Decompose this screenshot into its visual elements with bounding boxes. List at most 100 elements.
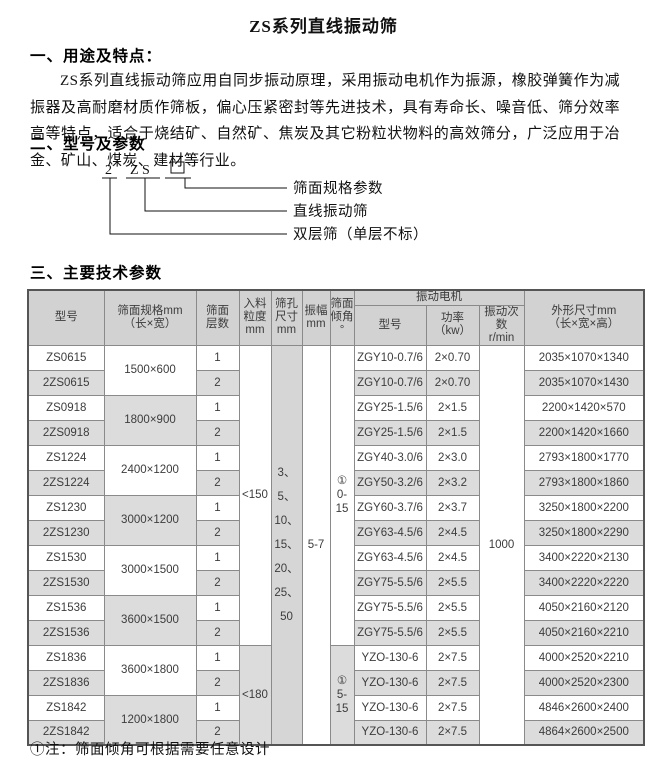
cell-screen-size: 1200×1800 bbox=[103, 694, 197, 746]
table-row: 2ZS1530 2 ZGY75-5.5/6 2×5.5 3400×2220×22… bbox=[27, 569, 645, 596]
cell-frequency: 1000 bbox=[478, 344, 525, 746]
cell-layers: 2 bbox=[195, 619, 240, 646]
cell-model: ZS0918 bbox=[27, 394, 105, 421]
cell-motor-power: 2×7.5 bbox=[425, 669, 480, 696]
table-row: 2ZS1230 2 ZGY63-4.5/6 2×4.5 3250×1800×22… bbox=[27, 519, 645, 546]
section1-paragraph: ZS系列直线振动筛应用自同步振动原理，采用振动电机作为振源，橡胶弹簧作为减振器及… bbox=[30, 73, 620, 169]
cell-motor-power: 2×3.2 bbox=[425, 469, 480, 496]
section3-heading: 三、主要技术参数 bbox=[30, 265, 163, 282]
cell-amplitude: 5-7 bbox=[301, 344, 331, 746]
cell-screen-size: 1500×600 bbox=[103, 344, 197, 396]
cell-dims: 3400×2220×2130 bbox=[523, 544, 645, 571]
cell-screen-size: 2400×1200 bbox=[103, 444, 197, 496]
cell-motor-model: ZGY25-1.5/6 bbox=[353, 419, 427, 446]
cell-layers: 1 bbox=[195, 344, 240, 371]
cell-motor-model: ZGY63-4.5/6 bbox=[353, 519, 427, 546]
cell-motor-model: ZGY10-0.7/6 bbox=[353, 344, 427, 371]
cell-model: 2ZS1536 bbox=[27, 619, 105, 646]
section2-heading: 二、型号及参数 bbox=[30, 136, 146, 153]
cell-dims: 3250×1800×2290 bbox=[523, 519, 645, 546]
cell-motor-model: YZO-130-6 bbox=[353, 694, 427, 721]
cell-motor-model: ZGY75-5.5/6 bbox=[353, 594, 427, 621]
col-header-hole-size: 筛孔 尺寸 mm bbox=[270, 289, 303, 346]
cell-layers: 2 bbox=[195, 519, 240, 546]
cell-model: 2ZS0918 bbox=[27, 419, 105, 446]
cell-motor-power: 2×5.5 bbox=[425, 569, 480, 596]
diagram-label-layers: 双层筛（单层不标） bbox=[293, 226, 428, 243]
cell-screen-size: 3000×1200 bbox=[103, 494, 197, 546]
cell-motor-model: ZGY63-4.5/6 bbox=[353, 544, 427, 571]
cell-dims: 4050×2160×2210 bbox=[523, 619, 645, 646]
cell-model: ZS1224 bbox=[27, 444, 105, 471]
table-row: ZS1536 3600×1500 1 ZGY75-5.5/6 2×5.5 405… bbox=[27, 594, 645, 646]
table-footnote: ①注：筛面倾角可根据需要任意设计 bbox=[30, 742, 270, 758]
table-header-row: 型号 筛面规格mm （长×宽） 筛面 层数 入料 粒度 mm 筛孔 尺寸 mm … bbox=[27, 289, 645, 346]
cell-layers: 2 bbox=[195, 369, 240, 396]
table-row: ZS1842 1200×1800 1 YZO-130-6 2×7.5 4846×… bbox=[27, 694, 645, 746]
cell-motor-power: 2×7.5 bbox=[425, 644, 480, 671]
cell-layers: 1 bbox=[195, 694, 240, 721]
cell-model: 2ZS0615 bbox=[27, 369, 105, 396]
col-header-incline: 筛面 倾角 ° bbox=[329, 289, 355, 346]
cell-motor-model: YZO-130-6 bbox=[353, 669, 427, 696]
cell-motor-power: 2×4.5 bbox=[425, 519, 480, 546]
cell-motor-power: 2×1.5 bbox=[425, 419, 480, 446]
table-row: ZS1836 3600×1800 1 <180 ① 5-15 YZO-130-6… bbox=[27, 644, 645, 746]
cell-incline: ① 5-15 bbox=[329, 644, 355, 746]
table-row: 2ZS1842 2 YZO-130-6 2×7.5 4864×2600×2500 bbox=[27, 719, 645, 746]
cell-dims: 3250×1800×2200 bbox=[523, 494, 645, 521]
code-digit: 2 bbox=[105, 163, 112, 178]
cell-screen-size: 3000×1500 bbox=[103, 544, 197, 596]
cell-screen-size: 3600×1500 bbox=[103, 594, 197, 646]
leader-line-spec bbox=[184, 178, 287, 189]
cell-dims: 2035×1070×1340 bbox=[523, 344, 645, 371]
cell-motor-power: 2×1.5 bbox=[425, 394, 480, 421]
cell-incline: ① 0-15 bbox=[329, 344, 355, 646]
cell-screen-size: 3600×1800 bbox=[103, 644, 197, 696]
cell-motor-power: 2×0.70 bbox=[425, 369, 480, 396]
cell-layers: 1 bbox=[195, 394, 240, 421]
diagram-label-spec: 筛面规格参数 bbox=[293, 180, 383, 197]
code-letters: Z S bbox=[130, 163, 150, 178]
cell-layers: 1 bbox=[195, 544, 240, 571]
cell-dims: 4864×2600×2500 bbox=[523, 719, 645, 746]
col-header-motor-power: 功率 （kw） bbox=[425, 304, 480, 346]
cell-dims: 2200×1420×570 bbox=[523, 394, 645, 421]
col-header-layers: 筛面 层数 bbox=[195, 289, 240, 346]
cell-layers: 1 bbox=[195, 594, 240, 621]
cell-motor-power: 2×0.70 bbox=[425, 344, 480, 371]
table-row: ZS1230 3000×1200 1 ZGY60-3.7/6 2×3.7 325… bbox=[27, 494, 645, 546]
diagram-label-type: 直线振动筛 bbox=[293, 203, 368, 220]
col-header-motor-freq: 振动次数 r/min bbox=[478, 304, 525, 346]
cell-motor-model: ZGY10-0.7/6 bbox=[353, 369, 427, 396]
cell-dims: 2793×1800×1770 bbox=[523, 444, 645, 471]
cell-motor-power: 2×7.5 bbox=[425, 719, 480, 746]
cell-motor-model: ZGY60-3.7/6 bbox=[353, 494, 427, 521]
cell-motor-model: ZGY25-1.5/6 bbox=[353, 394, 427, 421]
cell-motor-power: 2×4.5 bbox=[425, 544, 480, 571]
cell-layers: 2 bbox=[195, 669, 240, 696]
leader-line-type bbox=[144, 178, 287, 212]
cell-model: 2ZS1842 bbox=[27, 719, 105, 746]
cell-motor-power: 2×3.0 bbox=[425, 444, 480, 471]
table-row: 2ZS0615 2 ZGY10-0.7/6 2×0.70 2035×1070×1… bbox=[27, 369, 645, 396]
cell-motor-model: ZGY40-3.0/6 bbox=[353, 444, 427, 471]
cell-dims: 3400×2220×2220 bbox=[523, 569, 645, 596]
technical-parameters-table: 型号 筛面规格mm （长×宽） 筛面 层数 入料 粒度 mm 筛孔 尺寸 mm … bbox=[27, 289, 646, 746]
col-header-screen-size: 筛面规格mm （长×宽） bbox=[103, 289, 197, 346]
cell-motor-power: 2×3.7 bbox=[425, 494, 480, 521]
cell-layers: 2 bbox=[195, 469, 240, 496]
cell-model: ZS0615 bbox=[27, 344, 105, 371]
col-header-dims: 外形尺寸mm （长×宽×高） bbox=[523, 289, 645, 346]
table-row: 2ZS1224 2 ZGY50-3.2/6 2×3.2 2793×1800×18… bbox=[27, 469, 645, 496]
cell-motor-power: 2×7.5 bbox=[425, 694, 480, 721]
model-code-diagram: 2 Z S 筛面规格参数 直线振动筛 双层筛（单层不标） bbox=[102, 161, 428, 243]
cell-motor-model: ZGY75-5.5/6 bbox=[353, 619, 427, 646]
cell-model: ZS1530 bbox=[27, 544, 105, 571]
cell-feed-size: <180 bbox=[238, 644, 272, 746]
leader-line-layers bbox=[109, 178, 287, 235]
cell-motor-model: ZGY75-5.5/6 bbox=[353, 569, 427, 596]
col-header-feed-size: 入料 粒度 mm bbox=[238, 289, 272, 346]
cell-model: ZS1842 bbox=[27, 694, 105, 721]
cell-layers: 2 bbox=[195, 719, 240, 746]
